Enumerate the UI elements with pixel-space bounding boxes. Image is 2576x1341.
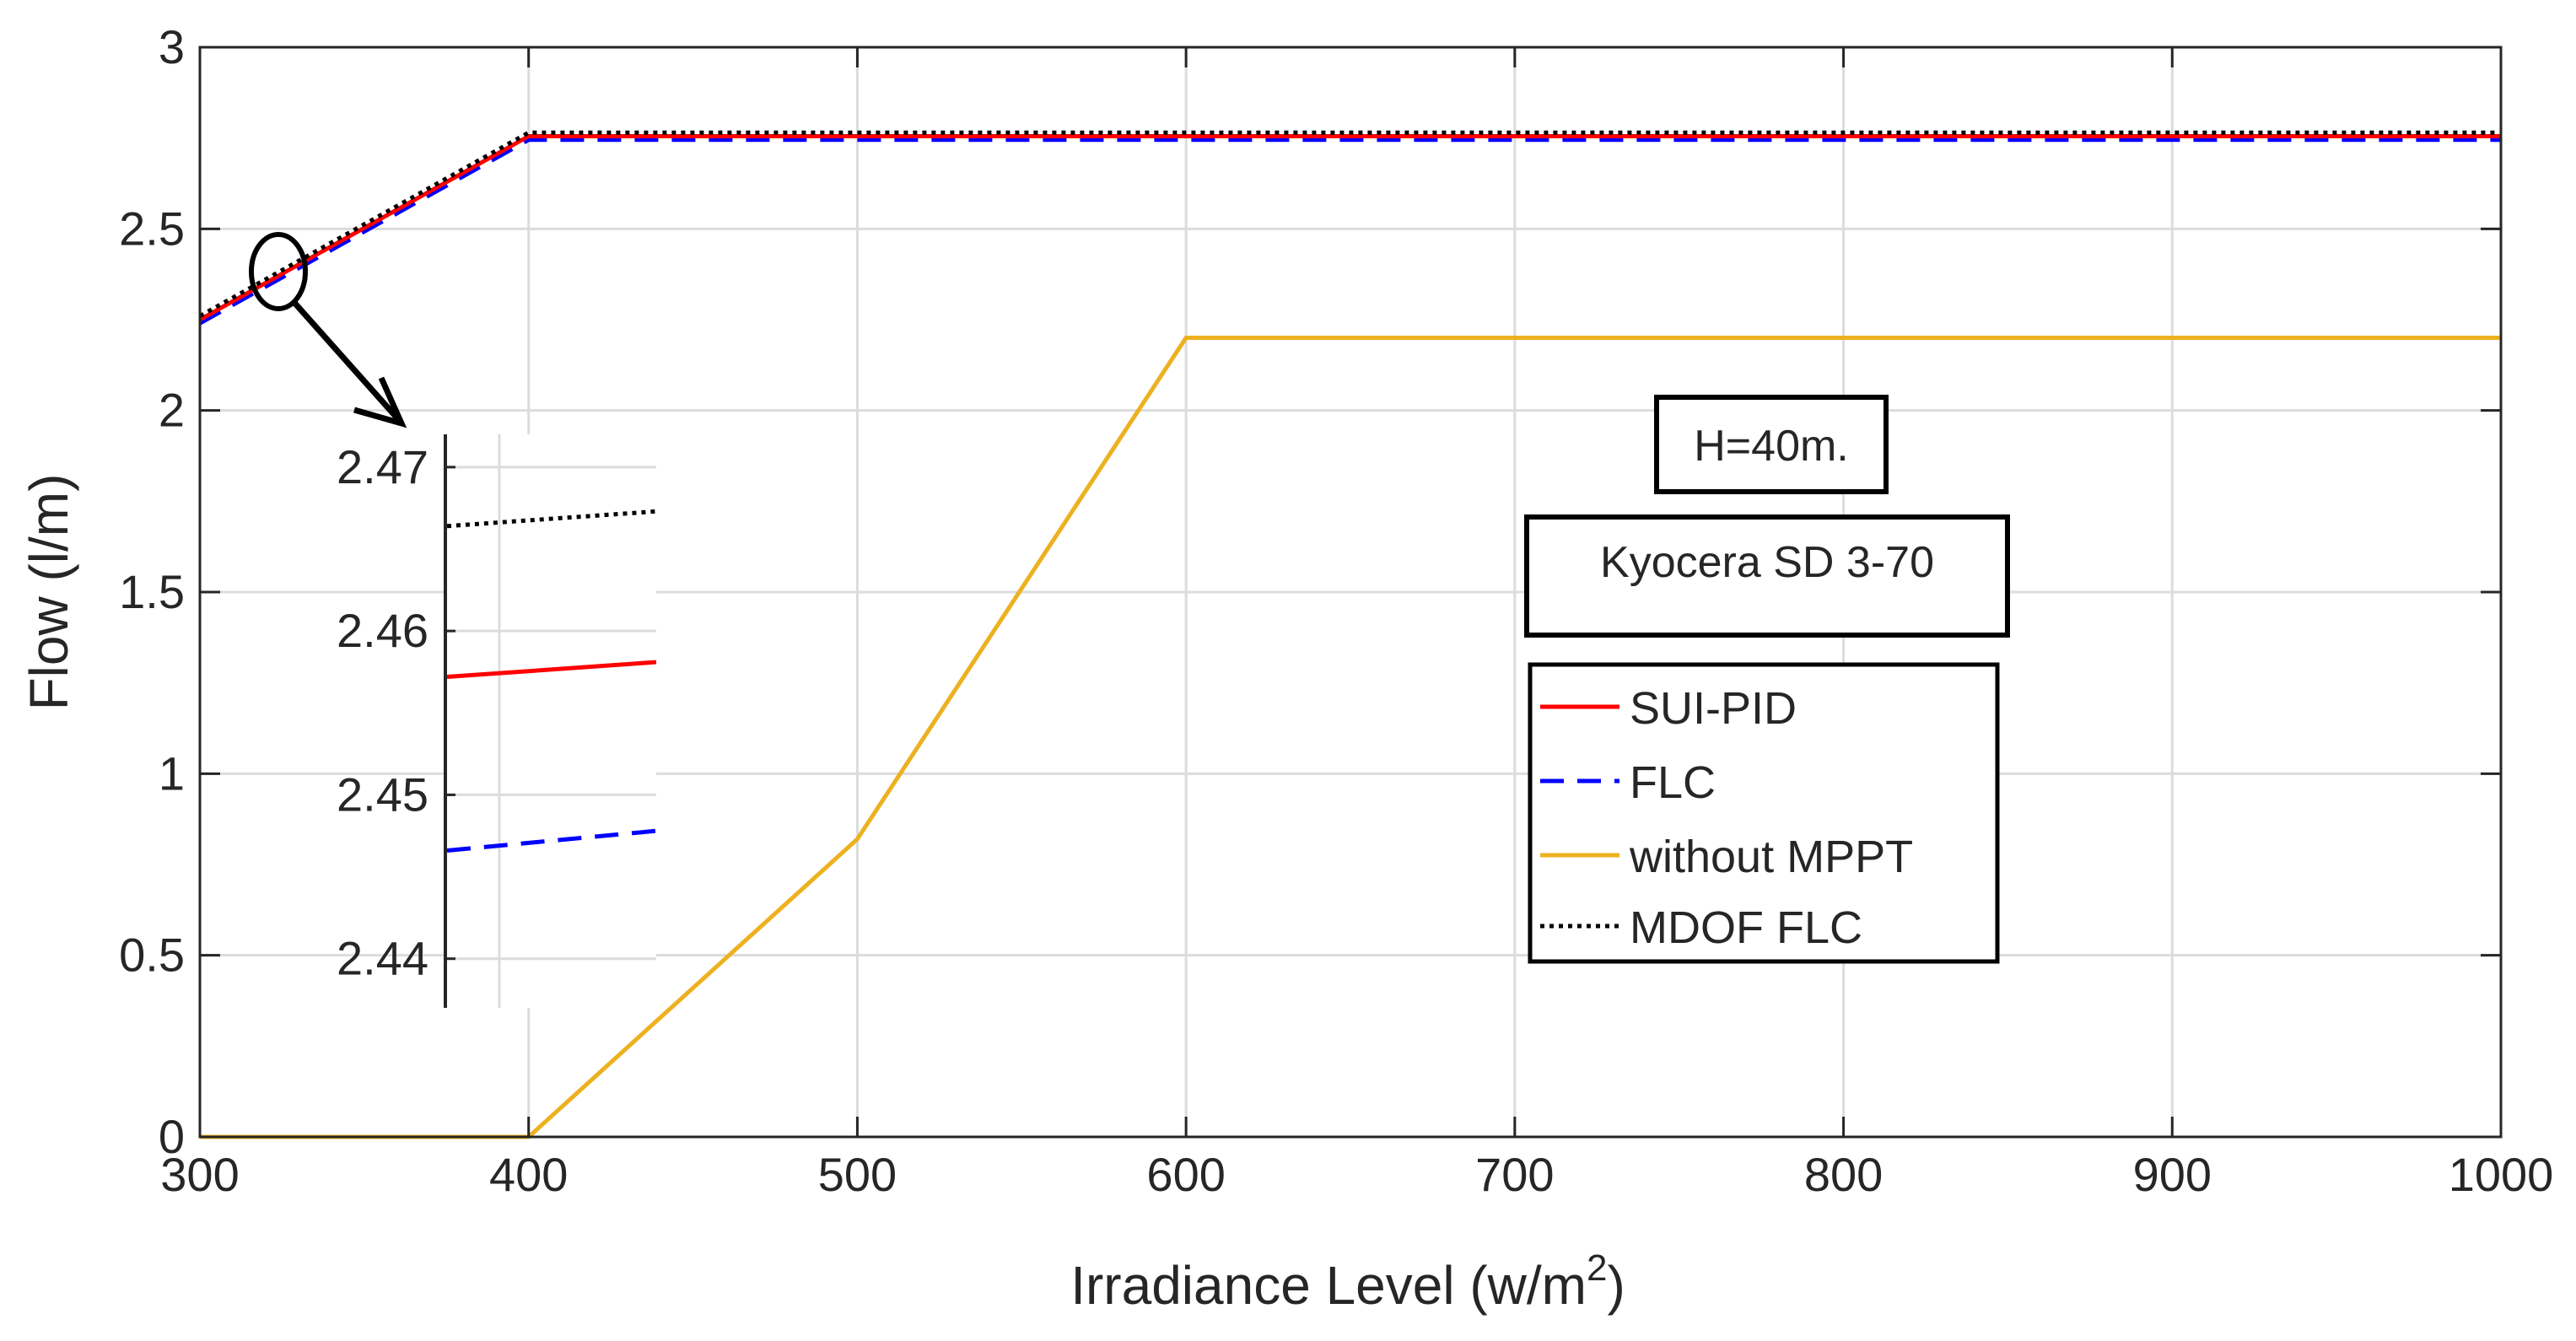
inset-series-line-sui-pid [446,660,657,680]
legend-label-without-mppt: without MPPT [1629,832,1913,882]
zoom-marker-ellipse [249,232,308,311]
x-tick-label: 800 [1804,1148,1883,1201]
x-axis-label-main: Irradiance Level (w/m [1070,1255,1587,1316]
y-tick-label: 3 [159,20,185,73]
legend-label-mdof-flc: MDOF FLC [1630,902,1862,953]
head-annotation-box [1654,395,1889,494]
x-axis-label: Irradiance Level (w/m2) [1070,1247,1625,1316]
y-tick-label: 0.5 [119,929,185,982]
zoom-arrow-shaft [293,301,401,422]
legend-box [1528,662,2000,964]
y-tick-label: 2 [159,384,185,437]
series-line-sui-pid [198,134,2501,322]
series-line-mdof-flc [198,130,2501,318]
x-tick-label: 1000 [2449,1148,2554,1201]
x-tick-label: 300 [160,1148,239,1201]
y-tick-label: 0 [159,1110,185,1163]
ticks: 300 400 500 600 700 800 900 1000 0 0.5 1 1.5 2 2.5 3 [119,20,2553,1201]
module-annotation-box [1524,514,2010,638]
x-tick-label: 600 [1146,1148,1225,1201]
series-line-flc [198,137,2501,326]
module-annotation-text: Kyocera SD 3-70 [1600,538,1934,587]
legend: SUI-PID FLC without MPPT MDOF FLC [1528,662,2000,964]
inset-y-tick-label: 2.46 [337,604,428,657]
head-annotation-text: H=40m. [1694,422,1849,471]
x-tick-label: 700 [1475,1148,1554,1201]
inset-series-line-mdof-flc [446,509,657,529]
zoom-inset: 2.44 2.45 2.46 2.47 [337,434,657,1008]
x-tick-label: 500 [818,1148,897,1201]
legend-label-sui-pid: SUI-PID [1630,683,1797,734]
x-axis-label-end: ) [1607,1255,1625,1316]
y-axis-label: Flow (l/m) [19,474,79,711]
inset-y-tick-label: 2.45 [337,767,428,821]
inset-y-tick-label: 2.47 [337,440,428,493]
x-tick-label: 900 [2133,1148,2212,1201]
legend-label-flc: FLC [1630,757,1716,808]
zoom-arrow-head [353,376,407,428]
x-tick-label: 400 [489,1148,568,1201]
y-tick-label: 2.5 [119,202,185,255]
inset-y-tick-label: 2.44 [337,932,428,985]
x-axis-label-superscript: 2 [1587,1247,1607,1289]
y-tick-label: 1 [159,746,185,800]
inset-background [445,434,656,1008]
y-tick-label: 1.5 [119,565,185,618]
